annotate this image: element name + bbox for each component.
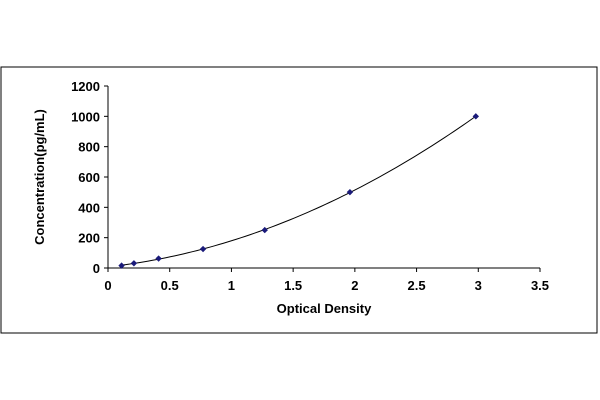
x-tick-label: 3.5 [531,278,549,293]
x-axis-ticks: 0 0.5 1 1.5 2 2.5 3 3.5 [104,268,549,293]
x-tick-label: 0.5 [161,278,179,293]
x-tick-label: 1.5 [284,278,302,293]
data-point [261,226,268,234]
y-axis-title: Concentration(pg/mL) [32,109,47,245]
y-tick-label: 800 [78,140,100,155]
x-tick-label: 1 [228,278,235,293]
data-points [118,113,480,269]
x-tick-label: 0 [104,278,111,293]
y-tick-label: 400 [78,200,100,215]
x-tick-label: 2.5 [408,278,426,293]
y-tick-label: 200 [78,231,100,246]
data-point [346,188,354,196]
data-point [118,262,125,269]
x-tick-label: 2 [351,278,358,293]
x-axis-title: Optical Density [277,301,372,316]
data-point [130,260,138,267]
y-axis-ticks: 0 200 400 600 800 1000 1200 [71,79,108,276]
data-point [155,255,162,262]
data-point [472,113,480,120]
y-tick-label: 0 [93,261,100,276]
y-tick-label: 600 [78,170,100,185]
y-tick-label: 1000 [71,109,100,124]
data-point [199,245,207,253]
trendline [121,115,477,266]
chart-area-border [0,66,598,334]
x-tick-label: 3 [475,278,482,293]
y-tick-label: 1200 [71,79,100,94]
